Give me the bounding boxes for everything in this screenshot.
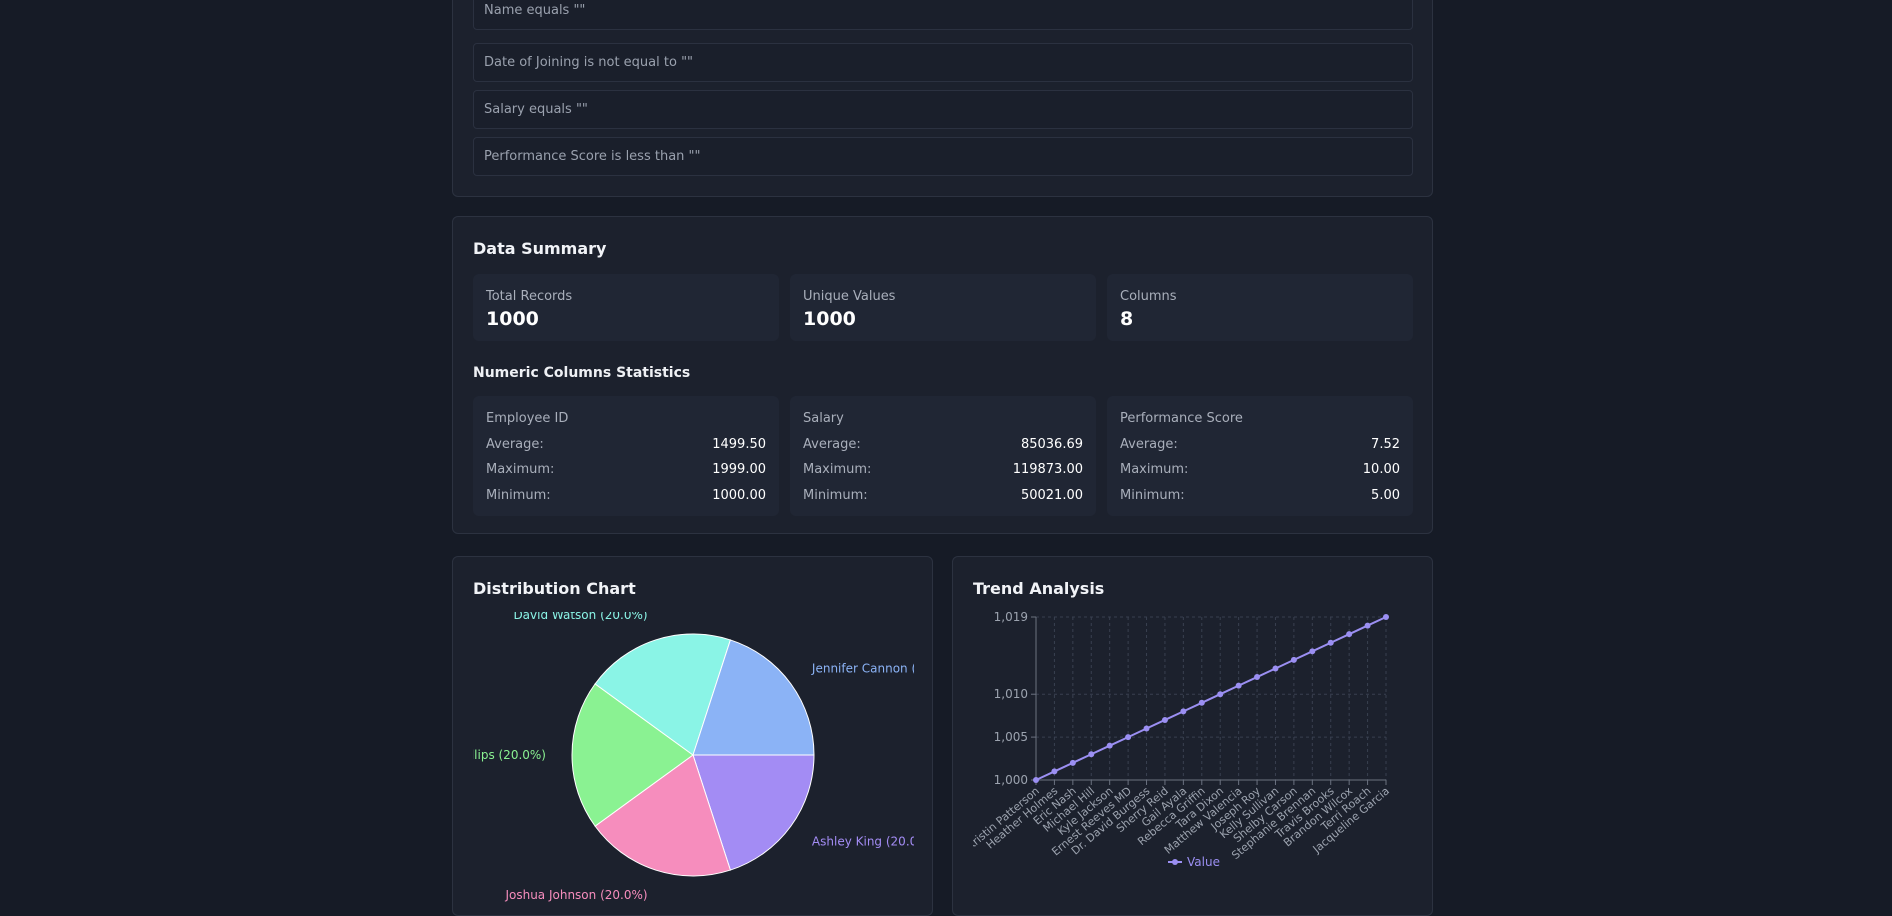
columns-value: 8 — [1120, 308, 1134, 330]
minimum-value: 50021.00 — [1020, 488, 1083, 503]
legend[interactable]: Value — [1168, 855, 1220, 869]
maximum-label: Maximum: — [486, 462, 555, 477]
stat-card-salary: Salary Average: 85036.69 Maximum: 119873.0… — [790, 396, 1096, 516]
data-point[interactable] — [1033, 777, 1039, 783]
stat-card-performance-score: Performance Score Average: 7.52 Maximum: 1… — [1107, 396, 1413, 516]
data-point[interactable] — [1217, 691, 1224, 698]
minimum-value: 5.00 — [1371, 488, 1400, 503]
y-tick-label: 1,019 — [994, 612, 1028, 624]
maximum-value: 119873.00 — [1012, 462, 1083, 477]
unique-values-value: 1000 — [803, 308, 856, 330]
y-tick-label: 1,000 — [994, 773, 1028, 787]
data-point[interactable] — [1290, 656, 1297, 663]
filter-performance-score[interactable]: Performance Score is less than "" — [473, 137, 1413, 176]
pie-slice-label: David Watson (20.0%) — [513, 612, 647, 622]
data-point[interactable] — [1125, 734, 1132, 741]
minimum-value: 1000.00 — [712, 488, 766, 503]
distribution-chart-title: Distribution Chart — [473, 579, 636, 598]
legend-label: Value — [1187, 855, 1220, 869]
total-records-label: Total Records — [486, 289, 573, 304]
pie-slice[interactable] — [692, 639, 815, 756]
average-value: 7.52 — [1371, 437, 1400, 452]
total-records-card: Total Records 1000 — [473, 274, 779, 341]
distribution-chart-panel: Distribution Chart Ashley King (20.0%) Jo… — [452, 556, 933, 916]
filter-panel: Name equals "" Date of Joining is not eq… — [452, 0, 1433, 197]
pie-slice-label: Jared Phillips (20.0%) — [473, 748, 546, 762]
data-point[interactable] — [1161, 716, 1168, 723]
series-line — [1035, 616, 1387, 781]
pie-slice-label: Jennifer Cannon (20.0%) — [811, 662, 914, 676]
average-value: 85036.69 — [1020, 437, 1083, 452]
stat-name: Employee ID — [486, 411, 569, 426]
data-point[interactable] — [1254, 674, 1261, 681]
average-label: Average: — [486, 437, 544, 452]
pie-slice[interactable] — [594, 633, 732, 756]
pie-slice-label: Ashley King (20.0%) — [812, 834, 914, 848]
data-point[interactable] — [1198, 699, 1205, 706]
pie-slice-label: Joshua Johnson (20.0%) — [504, 888, 647, 902]
y-tick-label: 1,010 — [994, 687, 1028, 701]
data-point[interactable] — [1309, 648, 1316, 655]
minimum-label: Minimum: — [1120, 488, 1185, 503]
unique-values-card: Unique Values 1000 — [790, 274, 1096, 341]
data-point[interactable] — [1272, 665, 1279, 672]
maximum-value: 1999.00 — [712, 462, 766, 477]
pie-slice[interactable] — [692, 754, 815, 871]
data-point[interactable] — [1327, 639, 1334, 646]
stat-name: Salary — [803, 411, 844, 426]
data-point[interactable] — [1235, 682, 1242, 689]
data-point[interactable] — [1180, 708, 1187, 715]
data-point[interactable] — [1143, 725, 1150, 732]
filter-name[interactable]: Name equals "" — [473, 0, 1413, 30]
data-summary-title: Data Summary — [473, 239, 607, 258]
data-point[interactable] — [1069, 759, 1076, 766]
average-label: Average: — [803, 437, 861, 452]
maximum-value: 10.00 — [1362, 462, 1400, 477]
average-label: Average: — [1120, 437, 1178, 452]
pie-slice[interactable] — [571, 683, 694, 827]
data-point[interactable] — [1383, 614, 1389, 620]
pie-chart: Ashley King (20.0%) Joshua Johnson (20.0%… — [473, 612, 914, 902]
trend-analysis-title: Trend Analysis — [973, 579, 1105, 598]
filter-salary[interactable]: Salary equals "" — [473, 90, 1413, 129]
numeric-stats-title: Numeric Columns Statistics — [473, 365, 691, 381]
data-summary-panel: Data Summary Total Records 1000 Unique V… — [452, 216, 1433, 534]
data-point[interactable] — [1364, 622, 1371, 629]
unique-values-label: Unique Values — [803, 289, 896, 304]
maximum-label: Maximum: — [803, 462, 872, 477]
pie-slice[interactable] — [594, 754, 732, 877]
total-records-value: 1000 — [486, 308, 539, 330]
minimum-label: Minimum: — [803, 488, 868, 503]
trend-analysis-panel: Trend Analysis 1,000 1,005 1,010 1,019 Krist… — [952, 556, 1433, 916]
columns-card: Columns 8 — [1107, 274, 1413, 341]
stat-card-employee-id: Employee ID Average: 1499.50 Maximum: 1999… — [473, 396, 779, 516]
columns-label: Columns — [1120, 289, 1177, 304]
maximum-label: Maximum: — [1120, 462, 1189, 477]
average-value: 1499.50 — [712, 437, 766, 452]
data-point[interactable] — [1051, 768, 1058, 775]
filter-date-of-joining[interactable]: Date of Joining is not equal to "" — [473, 43, 1413, 82]
stat-name: Performance Score — [1120, 411, 1243, 426]
data-point[interactable] — [1106, 742, 1113, 749]
data-point[interactable] — [1088, 751, 1095, 758]
y-tick-label: 1,005 — [994, 730, 1028, 744]
data-point[interactable] — [1346, 631, 1353, 638]
minimum-label: Minimum: — [486, 488, 551, 503]
